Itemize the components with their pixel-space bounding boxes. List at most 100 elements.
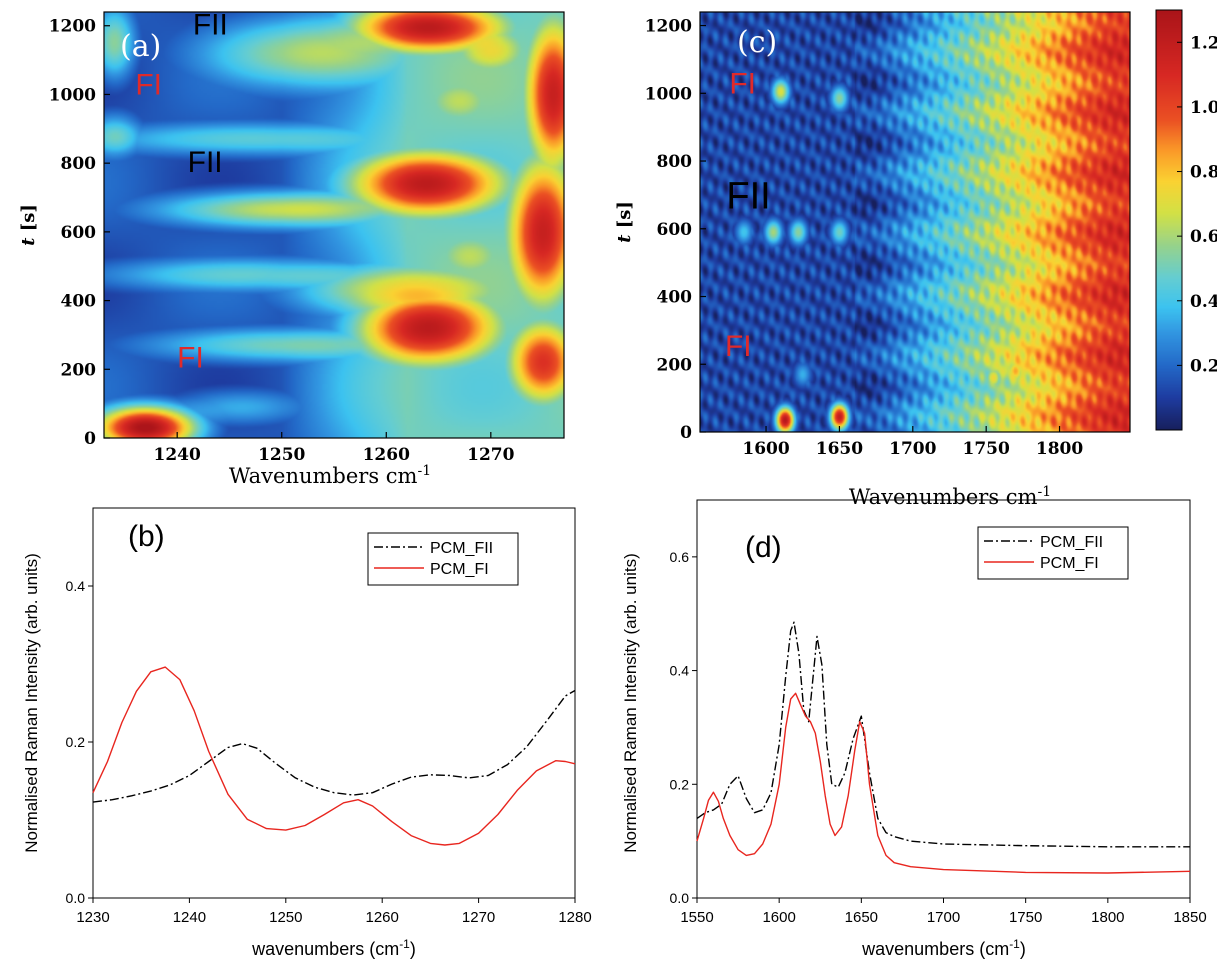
panel-label-a: (a) (120, 29, 161, 64)
x-tick-label: 1750 (963, 439, 1010, 459)
colorbar-tick-label: 1.0 (1190, 98, 1217, 118)
x-tick-label: 1260 (363, 445, 410, 465)
y-tick-label: 0 (680, 423, 692, 443)
colorbar-ticks: 0.2 0.4 0.6 0.8 1.0 1.2 (1177, 33, 1217, 376)
series-line-pcm-fi (92, 666, 576, 846)
xlabel-b: wavenumbers (cm-1) (251, 937, 416, 959)
ylabel: t [s] (18, 204, 39, 246)
y-tick-label: 200 (657, 355, 693, 375)
x-tick-label: 1240 (173, 909, 206, 926)
y-tick-label: 0.2 (66, 734, 86, 750)
panel-label-d: (d) (745, 531, 782, 564)
x-tick-label: 1250 (258, 445, 305, 465)
legend-box (367, 532, 519, 586)
ylabel-d: Normalised Raman Intensity (arb. units) (621, 553, 640, 853)
series-b (92, 666, 576, 846)
y-tick-label: 0.6 (670, 549, 690, 565)
x-tick-label: 1260 (366, 909, 399, 926)
axes-a: 1240 1250 1260 1270 0 200 400 600 800 1000 1200 t [… (18, 17, 515, 465)
y-tick-label: 800 (61, 154, 97, 174)
x-tick-label: 1270 (462, 909, 495, 926)
plot-frame-a (103, 11, 565, 439)
y-tick-label: 400 (61, 292, 97, 312)
panel-d-line-chart: 1550 1600 1650 1700 1750 1800 1850 0.0 0.2 0.4 0.6… (621, 499, 1207, 959)
x-tick-label: 1700 (889, 439, 936, 459)
x-tick-label: 1650 (816, 439, 863, 459)
ylabel: t [s] (614, 201, 635, 243)
panel-label-b: (b) (128, 520, 165, 553)
colorbar-tick-label: 0.6 (1190, 227, 1217, 247)
colorbar-tick-label: 0.2 (1190, 356, 1217, 376)
legend-label: PCM_FI (430, 561, 489, 578)
ylabel-b: Normalised Raman Intensity (arb. units) (22, 553, 41, 853)
panel-c-heatmap: 1600 1650 1700 1750 1800 0 200 400 600 800 1000 120… (614, 9, 1217, 509)
xlabel-a: Wavenumbers cm-1 (229, 463, 431, 488)
annotation-label: FI (135, 68, 162, 101)
legend-label: PCM_FII (430, 540, 493, 557)
y-tick-label: 200 (61, 360, 97, 380)
annotation-label: FI (177, 342, 204, 375)
y-tick-label: 0.0 (66, 890, 86, 906)
axes-c: 1600 1650 1700 1750 1800 0 200 400 600 800 1000 120… (614, 17, 1083, 459)
annotation-label: FII (193, 8, 228, 41)
series-d (696, 621, 1191, 874)
legend-label: PCM_FII (1040, 534, 1103, 551)
xlabel-d: wavenumbers (cm-1) (861, 937, 1026, 959)
y-tick-label: 400 (657, 288, 693, 308)
y-tick-label: 600 (657, 220, 693, 240)
axes-d: 1550 1600 1650 1700 1750 1800 1850 0.0 0.2 0.4 0.6 (670, 549, 1207, 926)
x-tick-label: 1550 (680, 909, 713, 926)
x-tick-label: 1270 (467, 445, 514, 465)
y-tick-label: 1000 (49, 85, 96, 105)
colorbar-tick-label: 1.2 (1190, 33, 1217, 53)
annotation-label: FI (729, 67, 756, 100)
legend-d: PCM_FII PCM_FI (977, 526, 1129, 580)
y-tick-label: 1200 (49, 17, 96, 37)
plot-frame-c (699, 11, 1131, 433)
y-tick-label: 0.2 (670, 776, 690, 792)
panel-b-line-chart: 1230 1240 1250 1260 1270 1280 0.0 0.2 0.4 (b) PC… (22, 507, 592, 959)
annotations-c: FI FII FI (725, 67, 771, 362)
x-tick-label: 1280 (558, 909, 591, 926)
colorbar-tick-label: 0.4 (1190, 292, 1217, 312)
x-tick-label: 1700 (927, 909, 960, 926)
x-tick-label: 1600 (742, 439, 789, 459)
y-tick-label: 800 (657, 152, 693, 172)
x-tick-label: 1240 (154, 445, 201, 465)
legend-label: PCM_FI (1040, 555, 1099, 572)
y-tick-label: 600 (61, 223, 97, 243)
x-tick-label: 1230 (76, 909, 109, 926)
colorbar-tick-label: 0.8 (1190, 163, 1217, 183)
annotations-a: FI FII FII FI (135, 8, 228, 374)
x-tick-label: 1600 (762, 909, 795, 926)
x-tick-label: 1800 (1091, 909, 1124, 926)
y-tick-label: 1200 (645, 17, 692, 37)
series-line-pcm-fii (92, 689, 576, 803)
y-tick-label: 0 (84, 429, 96, 449)
panel-a-heatmap: 1240 1250 1260 1270 0 200 400 600 800 1000 1200 t [… (18, 8, 565, 488)
y-tick-label: 1000 (645, 84, 692, 104)
y-tick-label: 0.0 (670, 890, 690, 906)
series-line-pcm-fi (696, 692, 1191, 874)
y-tick-label: 0.4 (66, 578, 86, 594)
xlabel-c: Wavenumbers cm-1 (849, 484, 1051, 509)
x-tick-label: 1650 (845, 909, 878, 926)
axes-b: 1230 1240 1250 1260 1270 1280 0.0 0.2 0.4 (66, 578, 592, 926)
plot-frame-b (92, 507, 576, 899)
colorbar-frame (1155, 9, 1183, 431)
colorbar (1156, 10, 1182, 430)
x-tick-label: 1250 (269, 909, 302, 926)
heatmap-c-image (700, 12, 1130, 432)
series-line-pcm-fii (696, 621, 1190, 848)
x-tick-label: 1800 (1036, 439, 1083, 459)
x-tick-label: 1850 (1173, 909, 1206, 926)
x-tick-label: 1750 (1009, 909, 1042, 926)
annotation-label: FII (188, 146, 223, 179)
panel-label-c: (c) (737, 25, 777, 60)
legend-box (977, 526, 1129, 580)
annotation-label: FII (726, 175, 770, 217)
legend-b: PCM_FII PCM_FI (367, 532, 519, 586)
heatmap-a-image (104, 12, 564, 438)
y-tick-label: 0.4 (670, 663, 690, 679)
